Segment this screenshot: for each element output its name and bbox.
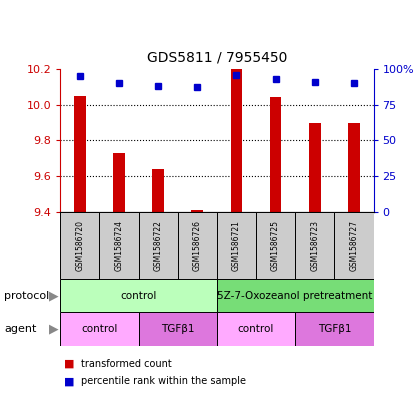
Bar [60, 212, 99, 279]
Bar [60, 312, 139, 346]
Title: GDS5811 / 7955450: GDS5811 / 7955450 [146, 51, 287, 65]
Text: ▶: ▶ [49, 289, 59, 302]
Text: TGFβ1: TGFβ1 [317, 324, 351, 334]
Text: GSM1586720: GSM1586720 [75, 220, 84, 271]
Bar [113, 153, 125, 212]
Bar [334, 212, 374, 279]
Text: GSM1586727: GSM1586727 [349, 220, 359, 271]
Bar [217, 212, 256, 279]
Text: protocol: protocol [4, 291, 49, 301]
Text: ■: ■ [64, 358, 75, 369]
Bar [231, 0, 242, 212]
Bar [139, 212, 178, 279]
Text: agent: agent [4, 324, 37, 334]
Text: percentile rank within the sample: percentile rank within the sample [81, 376, 246, 386]
Text: 5Z-7-Oxozeanol pretreatment: 5Z-7-Oxozeanol pretreatment [217, 291, 373, 301]
Bar [99, 212, 139, 279]
Text: GSM1586722: GSM1586722 [154, 220, 163, 271]
Bar [348, 123, 360, 212]
Text: control: control [120, 291, 157, 301]
Text: control: control [238, 324, 274, 334]
Bar [191, 209, 203, 212]
Bar [295, 312, 374, 346]
Text: control: control [81, 324, 117, 334]
Text: TGFβ1: TGFβ1 [161, 324, 194, 334]
Bar [295, 212, 334, 279]
Text: GSM1586723: GSM1586723 [310, 220, 319, 271]
Bar [256, 212, 295, 279]
Bar [74, 95, 85, 212]
Bar [217, 312, 295, 346]
Text: ▶: ▶ [49, 323, 59, 336]
Bar [309, 123, 321, 212]
Bar [60, 279, 217, 312]
Text: GSM1586721: GSM1586721 [232, 220, 241, 271]
Bar [270, 97, 281, 212]
Bar [217, 279, 374, 312]
Bar [139, 312, 217, 346]
Text: GSM1586724: GSM1586724 [115, 220, 123, 271]
Bar [178, 212, 217, 279]
Text: GSM1586726: GSM1586726 [193, 220, 202, 271]
Text: GSM1586725: GSM1586725 [271, 220, 280, 271]
Bar [152, 169, 164, 212]
Text: ■: ■ [64, 376, 75, 386]
Text: transformed count: transformed count [81, 358, 172, 369]
